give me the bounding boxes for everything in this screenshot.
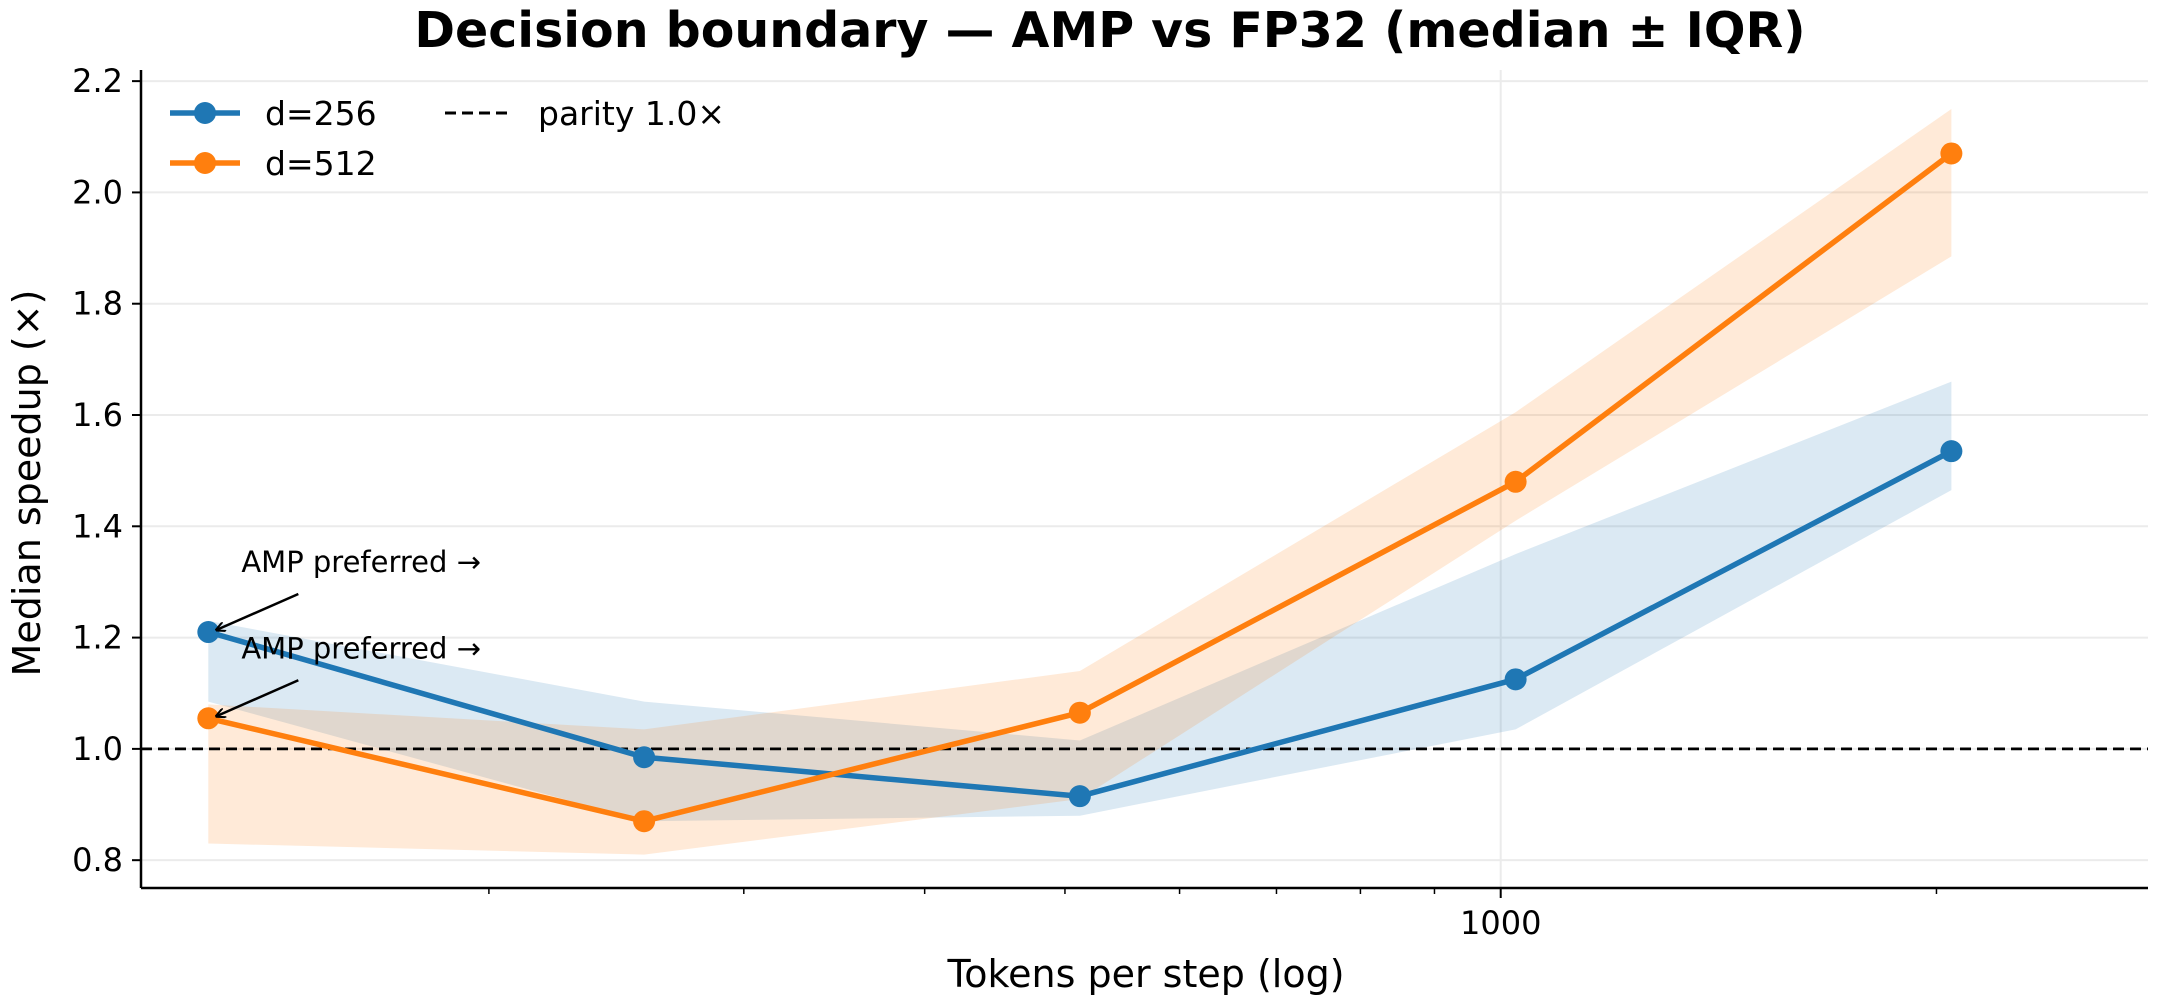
data-point: [1068, 785, 1091, 808]
annotation-text: AMP preferred →: [241, 545, 481, 579]
legend-label: parity 1.0×: [538, 94, 725, 133]
legend-label: d=512: [265, 144, 377, 183]
legend: d=256 d=512 parity 1.0×: [170, 94, 725, 183]
annotation-arrow: [216, 592, 299, 630]
y-tick-label: 0.8: [72, 841, 123, 879]
data-point: [1504, 470, 1527, 493]
y-tick-label: 1.8: [72, 285, 123, 323]
data-point: [197, 707, 220, 730]
y-tick-label: 1.6: [72, 396, 123, 434]
data-point: [633, 746, 656, 769]
legend-label: d=256: [265, 94, 377, 133]
y-axis-label: Median speedup (×): [5, 290, 49, 677]
iqr-band-d=512: [208, 109, 1952, 855]
iqr-bands: [208, 109, 1952, 855]
axes: 0.8 1.0 1.2 1.4 1.6 1.8 2.0 2.2 1000: [72, 62, 2148, 942]
series-lines: [197, 142, 1963, 833]
legend-marker: [194, 102, 216, 124]
legend-marker: [194, 152, 216, 174]
data-point: [1504, 668, 1527, 691]
data-point: [1940, 440, 1963, 463]
y-tick-label: 2.0: [72, 173, 123, 211]
annotation-text: AMP preferred →: [241, 631, 481, 665]
y-tick-label: 1.0: [72, 730, 123, 768]
data-point: [1068, 701, 1091, 724]
annotations: AMP preferred → AMP preferred →: [216, 545, 481, 716]
y-tick-label: 2.2: [72, 62, 123, 100]
chart-title: Decision boundary — AMP vs FP32 (median …: [414, 2, 1805, 59]
y-tick-label: 1.2: [72, 619, 123, 657]
grid: [141, 70, 2148, 888]
x-axis-label: Tokens per step (log): [946, 952, 1344, 996]
iqr-band-d=256: [208, 381, 1952, 822]
annotation-arrow: [216, 679, 299, 716]
data-point: [197, 621, 220, 644]
data-point: [1940, 142, 1963, 165]
x-tick-label: 1000: [1460, 904, 1541, 942]
y-tick-label: 1.4: [72, 507, 123, 545]
data-point: [633, 810, 656, 833]
